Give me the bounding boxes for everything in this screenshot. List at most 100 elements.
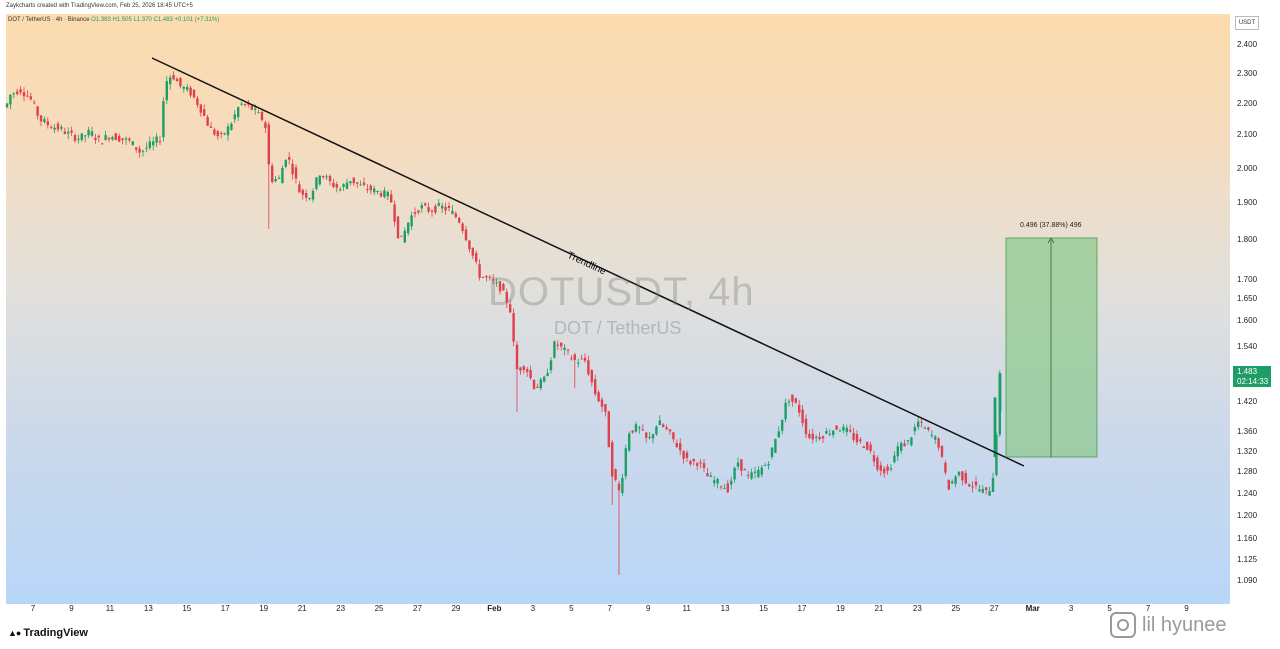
candle-body — [274, 179, 277, 182]
candle-body — [560, 342, 563, 347]
price-tick-label: 1.800 — [1237, 235, 1258, 244]
candle-body — [944, 462, 947, 473]
trendline — [151, 57, 1025, 467]
candle-body — [430, 210, 434, 212]
candle-body — [434, 205, 437, 213]
candle-body — [359, 184, 362, 186]
price-tick-label: 1.650 — [1237, 294, 1258, 303]
candle-body — [94, 137, 97, 141]
candle-body — [141, 150, 145, 152]
candle-body — [614, 469, 617, 480]
price-tick-label: 1.200 — [1237, 511, 1258, 520]
candle-body — [318, 175, 321, 185]
tradingview-brand[interactable]: ▲● TradingView — [8, 627, 88, 639]
candle-body — [872, 455, 876, 462]
candle-body — [580, 358, 583, 360]
candle-body — [155, 136, 158, 143]
candle-body — [549, 360, 553, 371]
candle-body — [767, 464, 770, 466]
candle-body — [33, 102, 36, 104]
date-tick-label: 17 — [797, 604, 807, 613]
candle-body — [645, 432, 648, 438]
candle-body — [393, 204, 396, 222]
candle-body — [604, 404, 607, 412]
candle-body — [424, 203, 427, 206]
candle-body — [940, 446, 944, 457]
candle-body — [573, 354, 576, 360]
candle-body — [566, 349, 570, 351]
candle-body — [733, 467, 736, 480]
candle-body — [454, 213, 457, 218]
candle-body — [162, 101, 165, 138]
candle-body — [271, 165, 274, 182]
date-tick-label: 19 — [259, 604, 269, 613]
candle-body — [726, 483, 729, 493]
candle-body — [621, 478, 624, 494]
candle-body — [165, 81, 168, 101]
candle-body — [386, 191, 389, 197]
author-name: lil hyunee — [1142, 613, 1227, 636]
candle-body — [787, 401, 791, 403]
candle-body — [179, 77, 182, 87]
price-tick-label: 1.090 — [1237, 576, 1258, 585]
candle-body — [50, 127, 53, 129]
candle-body — [682, 450, 685, 459]
candle-body — [135, 147, 138, 150]
price-tick-label: 1.160 — [1237, 534, 1258, 543]
candle-body — [128, 138, 131, 141]
candle-body — [254, 108, 257, 110]
candle-body — [859, 439, 862, 442]
candle-body — [920, 421, 923, 423]
candle-body — [852, 432, 855, 440]
candle-body — [379, 192, 383, 197]
candle-body — [281, 167, 284, 184]
candle-body — [896, 446, 899, 457]
candle-body — [230, 123, 233, 130]
candle-body — [685, 452, 689, 458]
candle-body — [869, 444, 872, 451]
candle-body — [264, 122, 267, 128]
candle-body — [879, 465, 882, 471]
candle-body — [995, 434, 998, 475]
currency-button[interactable]: USDT — [1235, 16, 1259, 30]
current-price-value: 1.483 — [1237, 367, 1258, 376]
candle-body — [118, 135, 121, 142]
candle-body — [509, 304, 512, 313]
price-tick-label: 1.540 — [1237, 342, 1258, 351]
candle-body — [607, 411, 610, 448]
candle-body — [750, 472, 753, 479]
chart-credits: Zaykcharts created with TradingView.com,… — [6, 3, 193, 9]
candle-body — [213, 129, 216, 135]
candle-body — [152, 141, 155, 146]
candle-body — [366, 188, 369, 190]
candle-body — [447, 205, 451, 208]
candle-body — [665, 427, 668, 430]
candle-body — [753, 471, 757, 473]
candle-body — [947, 479, 950, 490]
candle-body — [770, 447, 774, 458]
candle-body — [913, 427, 916, 432]
date-tick-label: 13 — [720, 604, 730, 613]
measure-tool — [1005, 237, 1098, 458]
candle-body — [747, 474, 750, 476]
candle-body — [203, 109, 206, 116]
candle-body — [900, 442, 903, 451]
candle-body — [243, 104, 247, 106]
candle-body — [427, 207, 430, 212]
candle-body — [522, 366, 525, 371]
price-tick-label: 2.300 — [1237, 69, 1258, 78]
candle-body — [658, 420, 661, 426]
candle-body — [743, 469, 746, 471]
price-tick-label: 2.200 — [1237, 99, 1258, 108]
candle-body — [679, 443, 682, 451]
candle-body — [328, 175, 332, 182]
candle-body — [308, 198, 311, 200]
candle-body — [553, 341, 556, 358]
candle-body — [444, 206, 447, 211]
candle-body — [73, 135, 77, 141]
candle-body — [458, 217, 461, 223]
candle-body — [532, 379, 536, 389]
candle-body — [216, 131, 219, 137]
candle-body — [342, 184, 345, 187]
